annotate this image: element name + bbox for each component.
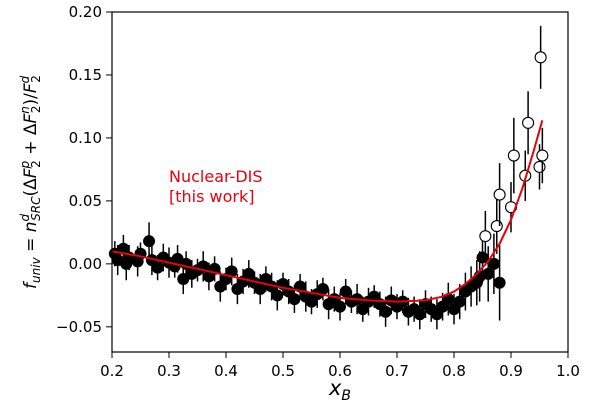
data-point [493, 276, 506, 289]
series-filled-points [108, 222, 506, 330]
y-axis: −0.05 0.00 0.05 0.10 0.15 0.20 [56, 3, 112, 336]
data-point [271, 289, 284, 302]
x-tick-label: 0.4 [214, 362, 238, 380]
data-point [334, 300, 346, 313]
y-tick-label: −0.05 [56, 318, 102, 336]
y-tick-label: 0.10 [69, 129, 102, 147]
y-tick-label: 0.00 [69, 255, 102, 273]
data-point-open [533, 160, 546, 173]
y-tick-label: 0.05 [69, 192, 102, 210]
data-point [254, 283, 267, 296]
annotation-nuclear-dis: Nuclear-DIS [this work] [169, 167, 263, 206]
x-tick-label: 0.3 [157, 362, 181, 380]
data-point [288, 293, 301, 306]
plot-area [108, 25, 549, 330]
data-point [339, 285, 352, 298]
annotation-line-1: Nuclear-DIS [169, 167, 263, 186]
data-point [379, 305, 392, 318]
x-tick-label: 1.0 [556, 362, 580, 380]
data-point [316, 283, 329, 296]
data-point [453, 295, 466, 308]
x-tick-label: 0.6 [328, 362, 352, 380]
data-point [413, 308, 426, 321]
data-point-open [479, 230, 492, 243]
data-point [143, 235, 156, 248]
data-point [151, 261, 164, 274]
data-point-open [493, 188, 506, 201]
x-tick-label: 0.2 [100, 362, 124, 380]
annotation-line-2: [this work] [169, 187, 254, 206]
x-tick-label: 0.5 [271, 362, 295, 380]
data-point [225, 265, 238, 278]
data-point-open [536, 149, 549, 162]
x-axis-title-main: x [328, 376, 342, 400]
x-tick-label: 0.8 [442, 362, 466, 380]
data-point-open [490, 220, 503, 233]
x-axis: 0.2 0.3 0.4 0.5 0.6 0.7 0.8 0.9 1.0 [100, 352, 580, 380]
y-tick-label: 0.15 [69, 66, 102, 84]
x-axis-title-sub: B [341, 388, 351, 404]
y-axis-title: funiv = ndSRC(ΔFp2 + ΔFn2)/Fd2 [18, 75, 43, 289]
data-point-open [534, 51, 547, 64]
data-point-open [507, 149, 520, 162]
data-point [242, 267, 255, 280]
x-tick-label: 0.9 [499, 362, 523, 380]
data-point [265, 280, 278, 293]
data-point-open [522, 116, 535, 129]
x-tick-label: 0.7 [385, 362, 409, 380]
y-tick-label: 0.20 [69, 3, 102, 21]
x-axis-title: xB [328, 376, 351, 404]
data-point [487, 257, 500, 270]
fit-line [111, 120, 544, 303]
data-point [482, 267, 495, 280]
